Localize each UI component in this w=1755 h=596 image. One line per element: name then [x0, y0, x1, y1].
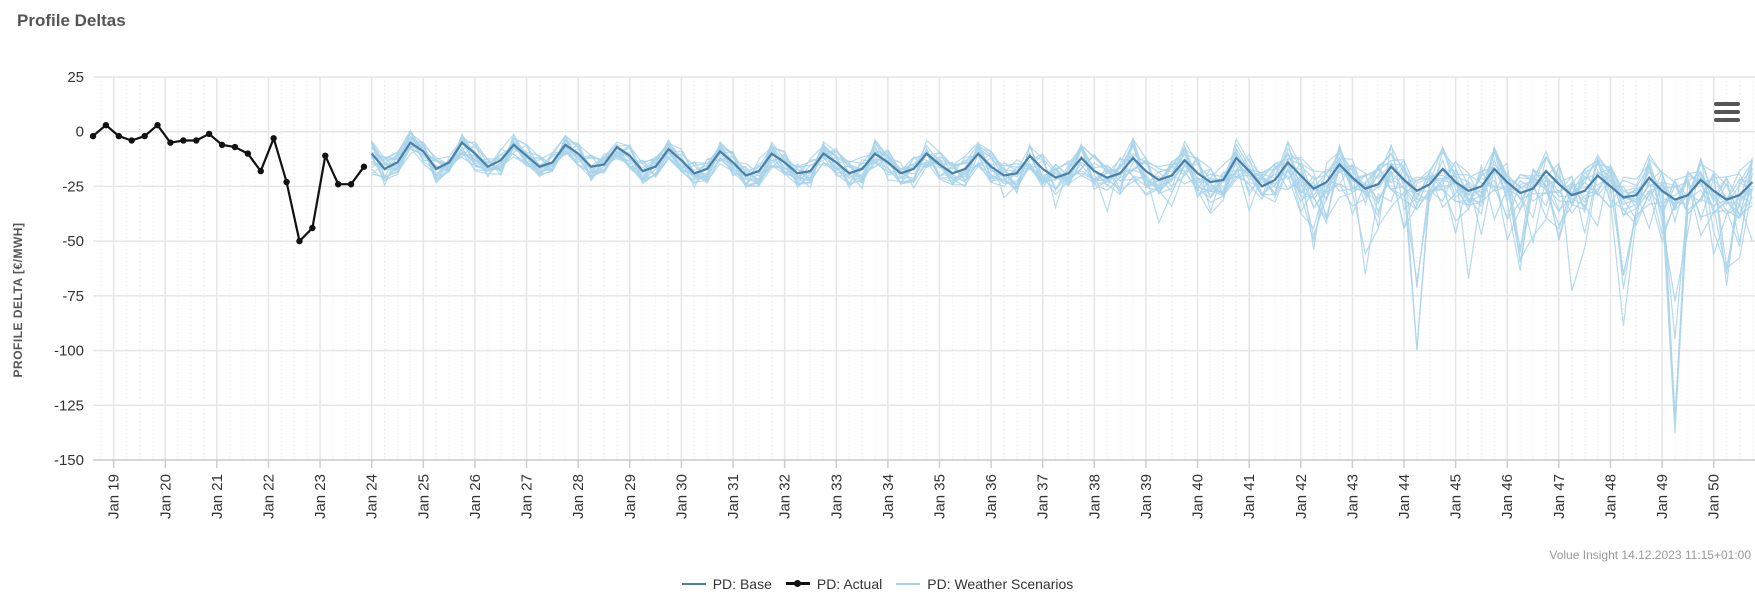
x-tick-label: Jan 23 — [312, 474, 329, 519]
actual-point — [322, 152, 329, 159]
x-tick-label: Jan 33 — [828, 474, 845, 519]
x-tick-label: Jan 44 — [1396, 474, 1413, 519]
x-tick-label: Jan 29 — [622, 474, 639, 519]
actual-point — [205, 130, 213, 138]
y-tick-label: 25 — [67, 69, 84, 86]
legend-label: PD: Actual — [816, 576, 883, 592]
x-tick-label: Jan 37 — [1035, 474, 1052, 519]
actual-point — [167, 139, 174, 146]
actual-point — [244, 150, 252, 157]
actual-point — [141, 132, 148, 140]
actual-point — [296, 237, 303, 245]
x-tick-label: Jan 20 — [157, 474, 174, 519]
x-tick-label: Jan 36 — [983, 474, 1000, 519]
x-tick-label: Jan 25 — [415, 474, 432, 519]
x-tick-label: Jan 28 — [570, 474, 587, 519]
x-tick-label: Jan 50 — [1706, 474, 1723, 519]
base-line — [370, 141, 1754, 201]
legend-item-actual[interactable]: PD: Actual — [785, 576, 883, 592]
y-tick-label: -75 — [62, 288, 84, 305]
x-tick-label: Jan 35 — [931, 474, 948, 519]
actual-point — [283, 178, 290, 186]
actual-point — [193, 137, 200, 144]
x-tick-label: Jan 38 — [1086, 474, 1103, 519]
x-tick-label: Jan 41 — [1241, 474, 1258, 519]
x-tick-label: Jan 47 — [1551, 474, 1568, 519]
y-tick-label: -50 — [62, 233, 84, 250]
y-tick-label: -25 — [62, 178, 84, 195]
grid — [93, 76, 1755, 461]
x-tick-label: Jan 31 — [725, 474, 742, 519]
x-tick-label: Jan 49 — [1654, 474, 1671, 519]
series-base — [370, 141, 1754, 201]
x-tick-label: Jan 30 — [673, 474, 690, 519]
x-tick-label: Jan 42 — [1293, 474, 1310, 519]
x-tick-label: Jan 19 — [106, 474, 123, 519]
actual-point — [231, 143, 239, 151]
actual-point — [115, 132, 123, 140]
actual-point — [154, 121, 161, 129]
x-tick-label: Jan 21 — [209, 474, 226, 519]
actual-point — [89, 132, 97, 140]
x-tick-label: Jan 43 — [1344, 474, 1361, 519]
y-tick-label: -150 — [54, 452, 84, 469]
y-axis: 25 0 -25 -50 -75 -100 -125 -150 — [54, 69, 84, 469]
actual-point — [334, 181, 342, 188]
actual-point — [180, 137, 187, 144]
scenario-line — [371, 134, 1753, 416]
actual-point — [347, 181, 355, 188]
y-axis-label: PROFILE DELTA [€/MWH] — [11, 223, 25, 378]
y-tick-label: 0 — [76, 124, 84, 141]
x-tick-label: Jan 32 — [777, 474, 794, 519]
scenario-line — [371, 129, 1753, 249]
actual-point — [257, 167, 264, 175]
legend-line-marker-icon — [785, 579, 810, 589]
legend-label: PD: Weather Scenarios — [927, 576, 1074, 592]
actual-point — [270, 135, 277, 142]
legend: PD: Base PD: Actual PD: Weather Scenario… — [0, 574, 1755, 594]
credits-label: Volue Insight 14.12.2023 11:15+01:00 — [1549, 548, 1751, 562]
series-actual — [89, 121, 368, 245]
x-tick-label: Jan 40 — [1190, 474, 1207, 519]
hamburger-menu-icon[interactable] — [1710, 98, 1744, 132]
actual-point — [218, 141, 226, 149]
scenario-line — [371, 141, 1753, 340]
legend-label: PD: Base — [712, 576, 772, 592]
x-tick-label: Jan 27 — [519, 474, 536, 519]
x-tick-label: Jan 39 — [1138, 474, 1155, 519]
actual-point — [128, 137, 135, 144]
actual-point — [309, 224, 316, 232]
actual-point — [360, 163, 368, 170]
x-tick-label: Jan 22 — [260, 474, 277, 519]
chart-title: Profile Deltas — [17, 11, 126, 30]
legend-item-base[interactable]: PD: Base — [681, 576, 772, 592]
x-tick-label: Jan 48 — [1602, 474, 1619, 519]
x-tick-label: Jan 34 — [880, 474, 897, 519]
x-tick-label: Jan 24 — [364, 474, 381, 519]
legend-line-icon — [681, 579, 706, 589]
legend-line-icon — [896, 579, 921, 589]
x-axis: Jan 19 Jan 20 Jan 21 Jan 22 Jan 23 Jan 24 Jan … — [93, 459, 1755, 519]
y-tick-label: -125 — [54, 397, 84, 414]
x-tick-label: Jan 46 — [1499, 474, 1516, 519]
actual-line — [92, 123, 365, 244]
legend-item-weather-scenarios[interactable]: PD: Weather Scenarios — [896, 576, 1073, 592]
scenario-line — [371, 142, 1753, 434]
x-tick-label: Jan 26 — [467, 474, 484, 519]
y-tick-label: -100 — [54, 343, 84, 360]
x-tick-label: Jan 45 — [1448, 474, 1465, 519]
actual-point — [102, 121, 110, 129]
series-weather-scenarios — [371, 129, 1753, 434]
